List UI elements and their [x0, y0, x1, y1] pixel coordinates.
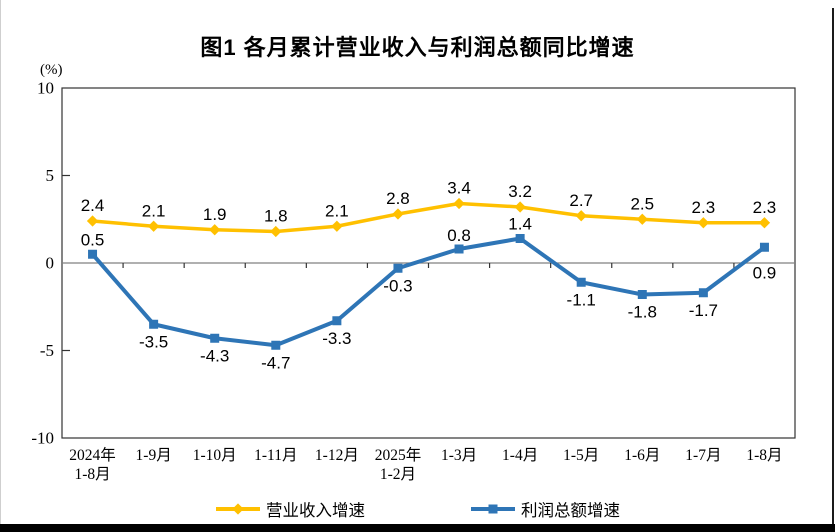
diamond-marker [209, 224, 221, 236]
square-marker [149, 319, 159, 329]
profit-data-label: -1.1 [567, 290, 596, 309]
square-marker [515, 234, 525, 243]
x-category-label: 2025年 [375, 446, 422, 464]
revenue-data-label: 1.9 [203, 205, 227, 224]
diamond-marker [697, 217, 710, 229]
revenue-legend-label: 营业收入增速 [266, 501, 365, 520]
y-tick-label: 10 [37, 79, 54, 98]
x-category-label: 1-11月 [254, 447, 297, 464]
diamond-marker [270, 225, 282, 238]
y-tick-label: -10 [31, 429, 54, 448]
y-axis-unit-label: (%) [40, 62, 63, 78]
revenue-line-swatch [216, 503, 260, 515]
profit-data-label: -3.5 [139, 332, 168, 351]
square-marker [332, 316, 342, 326]
chart-legend: 营业收入增速 利润总额增速 [0, 497, 835, 521]
x-category-label: 1-2月 [380, 466, 416, 483]
profit-series: 0.5 -3.5 -4.3 -4.7 -3.3 -0.3 0.8 1.4 -1.1 -1.8 -1.… [81, 215, 777, 373]
revenue-data-label: 2.5 [630, 194, 654, 213]
frame-border-bottom [0, 524, 835, 532]
legend-square-marker [488, 504, 498, 514]
diamond-marker [86, 215, 99, 227]
diamond-marker [147, 220, 160, 232]
x-category-label: 1-6月 [624, 447, 660, 464]
revenue-data-label: 2.1 [325, 201, 349, 220]
profit-data-label: 1.4 [508, 215, 532, 234]
revenue-data-label: 1.8 [264, 207, 288, 226]
x-category-label: 2024年 [69, 446, 116, 464]
diamond-marker [514, 201, 526, 213]
profit-data-label: 0.8 [447, 226, 471, 245]
profit-legend-label: 利润总额增速 [521, 501, 620, 520]
revenue-series: 2.4 2.1 1.9 1.8 2.1 2.8 3.4 3.2 2.7 2.5 2.3 2.3 [81, 179, 777, 238]
square-marker [637, 290, 647, 299]
revenue-data-label: 2.8 [386, 189, 410, 208]
frame-border-right [832, 8, 834, 532]
square-marker [454, 244, 464, 254]
square-marker [393, 263, 403, 273]
x-category-label: 1-3月 [441, 447, 477, 464]
x-category-label: 1-4月 [502, 447, 538, 464]
diamond-marker [636, 213, 648, 225]
revenue-data-label: 2.3 [753, 198, 777, 217]
revenue-data-label: 3.4 [447, 179, 471, 198]
legend-item-revenue: 营业收入增速 [215, 497, 365, 521]
revenue-data-label: 2.7 [569, 191, 593, 210]
x-category-label: 1-10月 [193, 447, 237, 464]
profit-data-label: -4.3 [200, 346, 229, 365]
x-category-label: 1-8月 [74, 466, 110, 483]
revenue-data-label: 2.3 [692, 198, 716, 217]
x-category-label: 1-7月 [685, 447, 721, 464]
square-marker [576, 277, 586, 287]
square-marker [759, 242, 769, 252]
legend-item-profit: 利润总额增速 [470, 497, 620, 521]
y-tick-label: -5 [40, 341, 54, 360]
square-marker [210, 333, 220, 343]
square-marker [88, 249, 98, 259]
revenue-data-label: 3.2 [508, 182, 532, 201]
y-tick-label: 5 [46, 166, 55, 185]
x-category-label: 1-12月 [315, 447, 359, 464]
profit-data-label: 0.9 [753, 263, 777, 282]
diamond-marker [453, 197, 465, 210]
diamond-marker [575, 210, 587, 222]
profit-data-label: -1.7 [689, 301, 718, 320]
profit-data-label: -3.3 [322, 329, 351, 348]
legend-diamond-marker [232, 503, 244, 515]
square-marker [271, 340, 281, 350]
profit-line-swatch [471, 504, 515, 514]
x-category-label: 1-5月 [563, 447, 599, 464]
revenue-data-label: 2.1 [142, 201, 166, 220]
x-category-label: 1-9月 [136, 447, 172, 464]
diamond-marker [331, 220, 343, 232]
frame-border-left [0, 0, 1, 532]
square-marker [698, 288, 708, 298]
revenue-line [90, 201, 767, 234]
x-category-label: 1-8月 [746, 447, 782, 464]
diamond-marker [392, 208, 404, 220]
diamond-marker [758, 217, 771, 229]
profit-data-label: -0.3 [383, 276, 412, 295]
profit-line [90, 236, 767, 348]
revenue-data-label: 2.4 [81, 196, 105, 215]
chart-title: 图1 各月累计营业收入与利润总额同比增速 [200, 35, 635, 60]
profit-data-label: 0.5 [81, 230, 105, 249]
y-tick-label: 0 [46, 254, 55, 273]
profit-data-label: -4.7 [261, 353, 290, 372]
profit-data-label: -1.8 [628, 303, 657, 322]
